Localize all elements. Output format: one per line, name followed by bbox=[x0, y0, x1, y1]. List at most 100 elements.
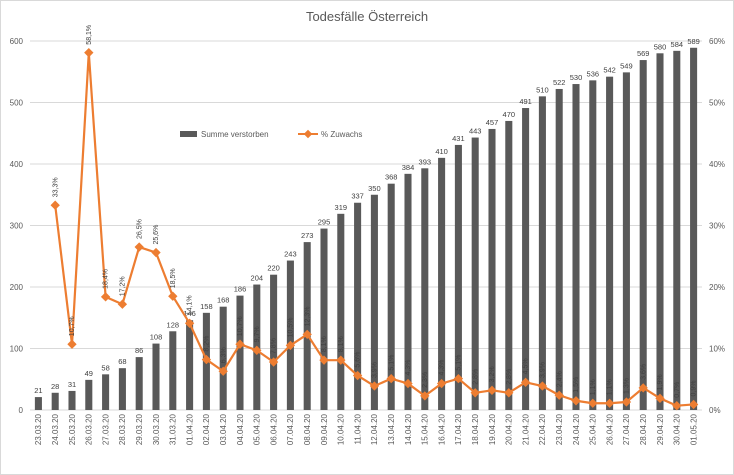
bar bbox=[135, 357, 143, 410]
x-tick-label: 22.04.20 bbox=[538, 413, 547, 445]
line-marker bbox=[436, 378, 447, 389]
bar bbox=[505, 120, 513, 410]
x-tick-label: 20.04.20 bbox=[505, 413, 514, 445]
x-tick-label: 29.03.20 bbox=[135, 413, 144, 445]
line-marker bbox=[117, 299, 128, 309]
bar-value-label: 146 bbox=[183, 309, 196, 318]
x-tick-label: 06.04.20 bbox=[269, 413, 278, 445]
bar bbox=[219, 306, 227, 410]
line-marker bbox=[336, 355, 346, 365]
line-marker bbox=[571, 396, 581, 406]
bar-value-label: 108 bbox=[150, 333, 163, 342]
legend-label-bars: Summe verstorben bbox=[201, 130, 269, 139]
line-value-label: 4,5% bbox=[523, 358, 530, 374]
gridlines bbox=[30, 40, 702, 411]
x-tick-label: 11.04.20 bbox=[353, 413, 362, 444]
line-value-label: 18,5% bbox=[170, 268, 177, 288]
line-value-label: 5,1% bbox=[456, 355, 463, 371]
line-value-label: 4,3% bbox=[439, 360, 446, 376]
bar-value-label: 368 bbox=[385, 173, 398, 182]
line-value-label: 2,8% bbox=[472, 369, 479, 385]
line-marker bbox=[369, 381, 380, 391]
bar bbox=[118, 368, 126, 410]
legend-swatch-bars bbox=[180, 131, 197, 137]
bar-value-label: 295 bbox=[318, 218, 331, 227]
x-tick-label: 15.04.20 bbox=[421, 413, 430, 445]
bar-value-label: 220 bbox=[267, 264, 280, 273]
bar bbox=[286, 260, 294, 410]
line-marker bbox=[554, 390, 564, 400]
bar-value-label: 431 bbox=[452, 134, 465, 143]
bar-value-label: 49 bbox=[85, 369, 93, 378]
bar bbox=[236, 295, 244, 410]
bar bbox=[488, 128, 496, 410]
bar bbox=[387, 183, 395, 410]
line-marker bbox=[67, 339, 77, 349]
x-tick-label: 26.03.20 bbox=[85, 413, 94, 445]
bar bbox=[68, 390, 76, 410]
legend: Summe verstorben % Zuwachs bbox=[180, 129, 362, 139]
line-value-label: 18,4% bbox=[103, 269, 110, 289]
line-value-label: 1,1% bbox=[590, 379, 597, 395]
legend-swatch-marker bbox=[303, 129, 313, 139]
bar-value-label: 584 bbox=[671, 40, 684, 49]
y-left-tick-label: 500 bbox=[10, 99, 24, 108]
line-value-label: 26,5% bbox=[136, 219, 143, 239]
y-left-tick-label: 300 bbox=[10, 222, 24, 231]
bar-value-label: 168 bbox=[217, 296, 230, 305]
bar-value-label: 569 bbox=[637, 49, 650, 58]
y-left-tick-label: 0 bbox=[19, 406, 24, 415]
line-marker bbox=[420, 391, 430, 401]
line-value-label: 3,2% bbox=[489, 366, 496, 382]
line-marker bbox=[50, 200, 60, 210]
y-left-tick-label: 600 bbox=[10, 37, 24, 46]
bar bbox=[589, 80, 597, 411]
x-tick-label: 30.04.20 bbox=[673, 413, 682, 445]
bar-value-label: 542 bbox=[603, 66, 616, 75]
x-tick-label: 10.04.20 bbox=[337, 413, 346, 445]
line-value-label: 2,4% bbox=[556, 371, 563, 387]
line-value-label: 8,1% bbox=[321, 336, 328, 352]
bar-value-label: 457 bbox=[486, 118, 499, 127]
bar bbox=[471, 137, 479, 410]
x-tick-label: 19.04.20 bbox=[488, 413, 497, 445]
bar-value-label: 580 bbox=[654, 42, 667, 51]
bar-value-label: 522 bbox=[553, 78, 566, 87]
bar-value-label: 31 bbox=[68, 380, 76, 389]
line-marker bbox=[487, 385, 497, 395]
x-tick-label: 23.03.20 bbox=[34, 413, 43, 445]
line-marker bbox=[453, 373, 464, 384]
y-right-tick-label: 60% bbox=[709, 37, 725, 46]
line-marker bbox=[386, 373, 396, 384]
bar-value-label: 86 bbox=[135, 346, 143, 355]
line-data-labels: 33,3% 10,7% 58,1% 18,4% 17,2% 26,5% 25,6% 18,5%… bbox=[52, 25, 697, 398]
bar-value-label: 410 bbox=[435, 147, 448, 156]
bar bbox=[622, 72, 630, 411]
bar bbox=[538, 96, 546, 410]
x-tick-label: 08.04.20 bbox=[303, 413, 312, 445]
line-marker bbox=[84, 48, 94, 58]
bar bbox=[454, 144, 462, 410]
line-marker bbox=[100, 292, 111, 302]
line-marker bbox=[688, 399, 699, 410]
line-value-label: 1,1% bbox=[607, 379, 614, 395]
line-marker bbox=[604, 398, 615, 408]
line-marker bbox=[235, 339, 245, 349]
bar bbox=[102, 374, 110, 410]
line-value-label: 1,9% bbox=[657, 374, 664, 390]
line-marker bbox=[588, 398, 598, 408]
bar-value-label: 273 bbox=[301, 231, 314, 240]
bar-value-label: 536 bbox=[587, 69, 600, 78]
right-axis-ticks: 0% 10% 20% 30% 40% 50% 60% bbox=[709, 37, 725, 415]
bar-value-label: 21 bbox=[34, 386, 42, 395]
line-value-label: 8,2% bbox=[204, 336, 211, 352]
line-series bbox=[50, 48, 699, 411]
bar-value-label: 443 bbox=[469, 127, 482, 136]
x-tick-label: 28.04.20 bbox=[639, 413, 648, 445]
bar bbox=[337, 213, 345, 410]
line-value-label: 2,3% bbox=[422, 372, 429, 388]
legend-label-line: % Zuwachs bbox=[321, 130, 362, 139]
line-value-label: 12,3% bbox=[304, 306, 311, 326]
